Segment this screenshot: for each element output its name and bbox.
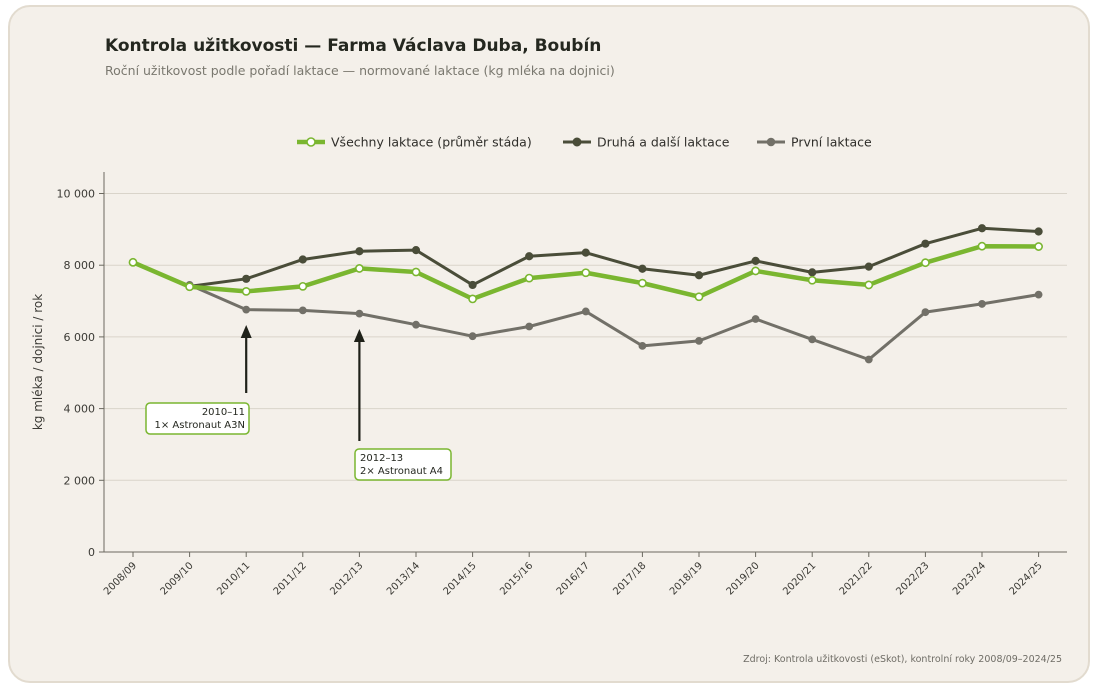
data-point-first [412, 320, 420, 329]
data-point-all [241, 286, 251, 296]
x-tick-label: 2013/14 [385, 560, 422, 597]
y-tick-label: 10 000 [57, 188, 96, 201]
legend-marker-first [766, 137, 776, 147]
legend-label-second_plus: Druhá a další laktace [597, 135, 730, 150]
chart-card [8, 5, 1090, 683]
x-tick-label: 2008/09 [102, 560, 139, 597]
data-point-all [185, 282, 194, 292]
x-tick-label: 2018/19 [668, 560, 705, 597]
data-point-all [751, 266, 760, 276]
y-tick-label: 4 000 [64, 403, 96, 416]
data-point-all [638, 278, 647, 288]
annotation-box [354, 448, 452, 481]
data-point-first [978, 300, 986, 308]
data-point-second_plus [468, 280, 477, 290]
annotation-line1: 2012–13 [360, 453, 403, 464]
annotation-box [145, 402, 250, 435]
legend-marker-second_plus [572, 137, 582, 147]
x-tick-label: 2012/13 [328, 560, 365, 597]
data-point-second_plus [298, 255, 307, 264]
data-point-first [808, 335, 817, 344]
data-point-first [921, 308, 930, 317]
x-tick-label: 2022/23 [894, 560, 931, 597]
data-point-all [524, 273, 534, 283]
x-tick-label: 2010/11 [215, 560, 252, 597]
x-tick-label: 2020/21 [781, 560, 818, 597]
x-tick-label: 2014/15 [442, 560, 479, 597]
x-tick-label: 2011/12 [272, 560, 309, 597]
data-point-first [355, 309, 364, 318]
data-point-second_plus [751, 256, 760, 265]
data-point-second_plus [638, 264, 647, 273]
annotation-line2: 1× Astronaut A3N [155, 420, 246, 431]
legend-marker-all [306, 137, 316, 147]
data-point-second_plus [808, 268, 817, 277]
data-point-all [864, 280, 874, 290]
data-point-second_plus [694, 271, 704, 280]
data-point-first [468, 332, 477, 341]
y-tick-label: 2 000 [64, 474, 96, 487]
data-point-all [921, 258, 930, 268]
series-line-second_plus [188, 226, 1041, 288]
x-tick-label: 2017/18 [611, 560, 648, 597]
source-note: Zdroj: Kontrola užitkovosti (eSkot), kon… [743, 654, 1062, 665]
data-point-all [694, 292, 704, 302]
page-title: Kontrola užitkovosti — Farma Václava Dub… [105, 36, 602, 56]
x-tick-label: 2016/17 [555, 560, 592, 597]
data-point-all [128, 257, 138, 267]
data-point-first [242, 305, 251, 314]
data-point-second_plus [581, 248, 590, 257]
annotation-arrow-head [353, 329, 365, 342]
data-point-second_plus [864, 262, 873, 271]
annotation-arrow-head [240, 325, 252, 338]
data-point-all [411, 267, 421, 277]
y-tick-label: 6 000 [64, 331, 96, 344]
legend-label-first: První laktace [791, 135, 872, 150]
data-point-second_plus [242, 274, 251, 283]
x-tick-label: 2024/25 [1008, 560, 1045, 597]
data-point-first [864, 355, 873, 364]
legend-label-all: Všechny laktace (průměr stáda) [331, 135, 532, 150]
data-point-all [977, 241, 987, 251]
x-tick-label: 2019/20 [725, 560, 762, 597]
data-point-all [354, 264, 364, 273]
data-point-second_plus [1034, 227, 1043, 236]
data-point-first [298, 306, 307, 315]
data-point-first [638, 341, 647, 350]
data-point-second_plus [977, 224, 987, 233]
data-point-all [298, 281, 308, 291]
data-point-first [525, 322, 534, 331]
data-point-first [695, 336, 703, 345]
series-line-first [188, 283, 1041, 361]
data-point-all [581, 268, 591, 278]
x-tick-label: 2015/16 [498, 560, 535, 597]
x-tick-label: 2021/22 [838, 560, 875, 597]
data-point-second_plus [525, 252, 534, 261]
page-subtitle: Roční užitkovost podle pořadí laktace — … [105, 63, 615, 78]
y-axis-label: kg mléka / dojnici / rok [31, 294, 45, 430]
data-point-second_plus [411, 246, 421, 255]
x-tick-label: 2023/24 [951, 560, 988, 597]
data-point-all [1034, 242, 1043, 251]
data-point-second_plus [355, 247, 364, 256]
y-tick-label: 0 [88, 546, 95, 559]
data-point-all [468, 294, 477, 304]
annotation-line1: 2010–11 [202, 407, 245, 418]
data-point-first [1034, 290, 1043, 299]
data-point-all [807, 275, 817, 285]
annotation-line2: 2× Astronaut A4 [360, 466, 443, 477]
data-point-first [581, 307, 590, 316]
data-point-first [751, 315, 760, 323]
x-tick-label: 2009/10 [159, 560, 196, 597]
data-point-second_plus [921, 239, 930, 248]
y-tick-label: 8 000 [64, 259, 96, 272]
